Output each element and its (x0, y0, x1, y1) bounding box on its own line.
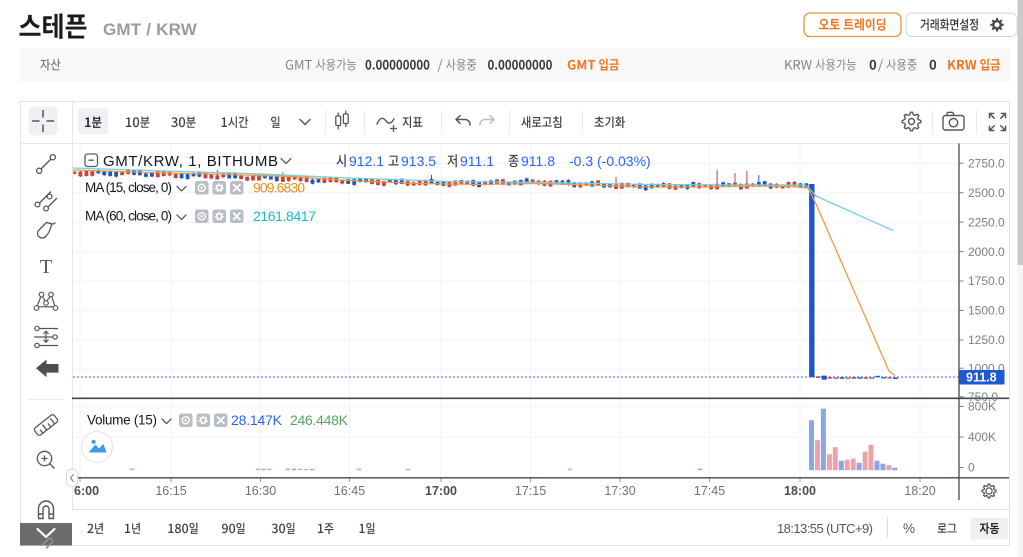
svg-text:6:00: 6:00 (74, 484, 99, 498)
svg-text:17:30: 17:30 (604, 484, 635, 498)
svg-text:28.147K: 28.147K (231, 412, 283, 428)
svg-text:912.1: 912.1 (349, 153, 384, 169)
svg-text:913.5: 913.5 (401, 153, 436, 169)
svg-text:17:15: 17:15 (515, 484, 546, 498)
svg-text:911.8: 911.8 (521, 153, 555, 169)
svg-text:750.0: 750.0 (968, 390, 998, 404)
svg-text:T: T (40, 256, 52, 278)
svg-text:MA (15, close, 0): MA (15, close, 0) (85, 180, 172, 195)
svg-text:Volume (15): Volume (15) (87, 413, 157, 428)
svg-text:17:45: 17:45 (694, 484, 725, 498)
svg-text:2000.0: 2000.0 (968, 245, 1005, 259)
svg-text:18:00: 18:00 (784, 484, 816, 498)
svg-text:800K: 800K (968, 400, 996, 414)
svg-text:18:20: 18:20 (904, 484, 935, 498)
svg-text:911.1: 911.1 (460, 153, 494, 169)
svg-text:1750.0: 1750.0 (968, 274, 1005, 288)
svg-text:1500.0: 1500.0 (968, 304, 1005, 318)
svg-text:0: 0 (968, 461, 975, 475)
svg-text:%: % (903, 521, 915, 536)
svg-text:16:45: 16:45 (334, 484, 365, 498)
svg-text:18:13:55 (UTC+9): 18:13:55 (UTC+9) (777, 521, 873, 536)
svg-text:400K: 400K (968, 430, 996, 444)
svg-text:GMT / KRW: GMT / KRW (103, 20, 198, 39)
svg-text:16:30: 16:30 (245, 484, 276, 498)
svg-text:2250.0: 2250.0 (968, 215, 1005, 229)
svg-text:909.6830: 909.6830 (253, 180, 305, 196)
svg-text:17:00: 17:00 (425, 484, 457, 498)
svg-text:2500.0: 2500.0 (968, 186, 1005, 200)
svg-text:2750.0: 2750.0 (968, 156, 1005, 170)
svg-text:2161.8417: 2161.8417 (253, 208, 316, 224)
svg-text:16:15: 16:15 (155, 484, 186, 498)
svg-text:-0.3 (-0.03%): -0.3 (-0.03%) (569, 153, 651, 169)
svg-text:246.448K: 246.448K (290, 412, 349, 428)
svg-text:MA (60, close, 0): MA (60, close, 0) (85, 209, 172, 224)
svg-text:1250.0: 1250.0 (968, 333, 1005, 347)
svg-text:GMT/KRW, 1, BITHUMB: GMT/KRW, 1, BITHUMB (103, 153, 278, 170)
svg-text:911.8: 911.8 (966, 371, 997, 385)
